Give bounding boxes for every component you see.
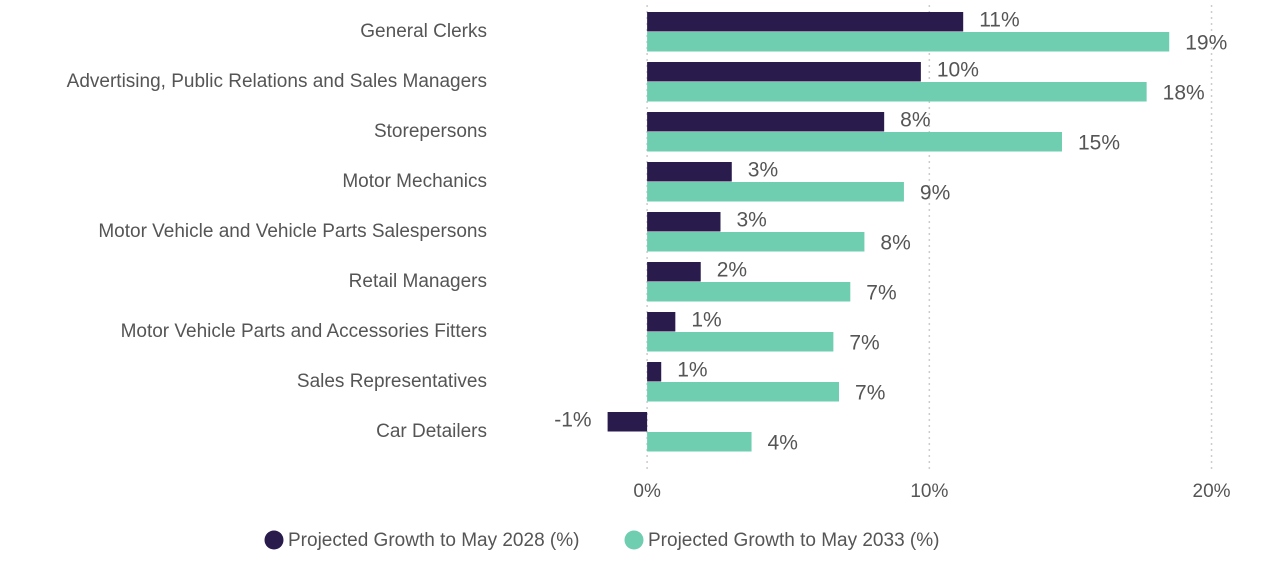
category-label: Advertising, Public Relations and Sales …	[67, 71, 487, 92]
category-label: Motor Vehicle Parts and Accessories Fitt…	[121, 321, 487, 342]
bar	[647, 212, 721, 232]
data-label: 9%	[920, 181, 950, 204]
bar	[647, 62, 921, 82]
x-tick-label: 0%	[633, 481, 661, 502]
data-label: 10%	[937, 58, 979, 81]
category-label: Motor Vehicle and Vehicle Parts Salesper…	[98, 221, 487, 242]
bar	[647, 312, 676, 332]
bar	[647, 282, 851, 302]
bar	[647, 362, 662, 382]
bar	[647, 12, 964, 32]
data-label: 15%	[1078, 131, 1120, 154]
data-label: 8%	[900, 108, 930, 131]
data-label: 18%	[1163, 81, 1205, 104]
bar	[647, 232, 865, 252]
category-label: General Clerks	[360, 21, 487, 42]
data-label: -1%	[554, 408, 591, 431]
bar	[647, 262, 701, 282]
data-label: 7%	[855, 381, 885, 404]
data-label: 3%	[736, 208, 766, 231]
data-label: 1%	[677, 358, 707, 381]
bar	[647, 132, 1062, 152]
category-label: Retail Managers	[349, 271, 487, 292]
bar	[647, 432, 752, 452]
data-label: 7%	[866, 281, 896, 304]
bar	[607, 412, 648, 432]
bar	[647, 332, 834, 352]
data-label: 11%	[979, 8, 1019, 31]
data-label: 8%	[880, 231, 910, 254]
legend-marker	[264, 530, 284, 550]
data-label: 19%	[1185, 31, 1227, 54]
category-label: Car Detailers	[376, 421, 487, 442]
x-tick-label: 10%	[910, 481, 948, 502]
data-label: 2%	[717, 258, 747, 281]
bar	[647, 382, 840, 402]
data-label: 4%	[768, 431, 798, 454]
category-label: Motor Mechanics	[342, 171, 487, 192]
x-tick-label: 20%	[1193, 481, 1231, 502]
legend-label: Projected Growth to May 2033 (%)	[648, 530, 939, 551]
bar	[647, 162, 732, 182]
legend-label: Projected Growth to May 2028 (%)	[288, 530, 579, 551]
data-label: 1%	[691, 308, 721, 331]
data-label: 3%	[748, 158, 778, 181]
bar	[647, 112, 885, 132]
bar	[647, 182, 904, 202]
bar	[647, 82, 1147, 102]
category-label: Sales Representatives	[297, 371, 487, 392]
category-label: Storepersons	[374, 121, 487, 142]
bar	[647, 32, 1170, 52]
legend-marker	[624, 530, 644, 550]
data-label: 7%	[849, 331, 879, 354]
